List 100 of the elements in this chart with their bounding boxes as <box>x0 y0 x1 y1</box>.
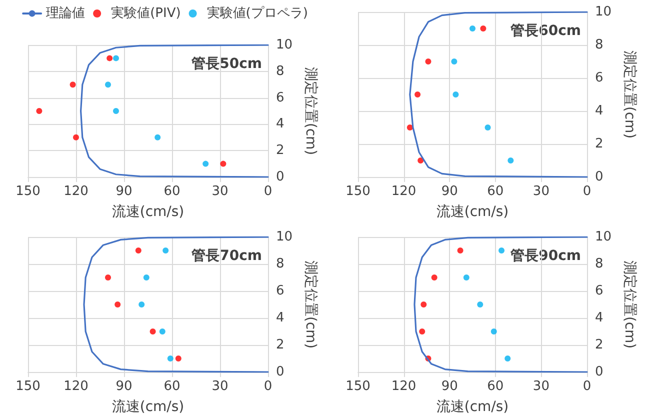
y-tick-label: 0 <box>276 170 284 184</box>
y-axis-title: 測定位置(cm) <box>621 260 638 349</box>
point <box>418 158 424 164</box>
y-tick-label: 8 <box>276 64 284 79</box>
x-tick-label: 150 <box>346 184 370 199</box>
y-axis-title: 測定位置(cm) <box>302 66 318 156</box>
y-tick-label: 4 <box>595 310 604 326</box>
y-axis-title: 測定位置(cm) <box>621 50 638 139</box>
y-tick-label: 6 <box>276 284 284 298</box>
point <box>484 124 491 130</box>
x-tick-label: 120 <box>64 184 88 199</box>
y-tick-label: 0 <box>595 364 604 380</box>
x-tick-label: 150 <box>346 379 370 394</box>
point <box>490 328 497 334</box>
y-tick-label: 4 <box>276 310 284 326</box>
x-tick-label: 0 <box>582 184 592 199</box>
y-tick-label: 6 <box>276 90 284 106</box>
y-tick-label: 8 <box>595 38 604 52</box>
annotation: 管長90cm <box>510 248 582 264</box>
annotation: 管長70cm <box>190 248 262 264</box>
point <box>135 248 142 254</box>
point <box>175 356 182 362</box>
y-tick-label: 2 <box>276 143 284 158</box>
x-tick-label: 60 <box>487 184 504 199</box>
annotation: 管長50cm <box>190 56 262 72</box>
y-tick-label: 6 <box>595 284 604 298</box>
legend-label: 実験値(PIV) <box>111 5 181 21</box>
point <box>143 274 150 280</box>
point <box>420 302 427 308</box>
point <box>138 302 145 308</box>
y-tick-label: 6 <box>595 70 604 86</box>
point <box>36 108 42 114</box>
x-tick-label: 90 <box>116 184 132 199</box>
point <box>406 124 413 130</box>
point <box>477 302 484 308</box>
x-tick-label: 0 <box>264 379 272 394</box>
point <box>504 356 511 362</box>
x-tick-label: 150 <box>16 379 40 394</box>
y-tick-label: 8 <box>595 256 604 272</box>
x-tick-label: 90 <box>116 379 132 394</box>
y-tick-label: 4 <box>595 104 604 118</box>
x-tick-label: 0 <box>264 184 272 199</box>
point <box>114 302 121 308</box>
point <box>480 26 486 32</box>
point <box>202 160 209 167</box>
y-tick-label: 4 <box>276 116 284 132</box>
point <box>106 55 113 62</box>
x-tick-label: 30 <box>532 379 550 394</box>
y-tick-label: 10 <box>595 4 612 20</box>
legend-label: 実験値(プロペラ) <box>206 5 308 21</box>
point <box>167 356 174 362</box>
legend-label: 理論値 <box>46 6 86 21</box>
y-tick-label: 10 <box>276 38 293 52</box>
x-tick-label: 120 <box>64 379 88 394</box>
point <box>154 134 161 140</box>
point <box>162 248 169 254</box>
x-tick-label: 30 <box>212 184 228 199</box>
y-tick-label: 0 <box>595 170 604 184</box>
x-axis-title: 流速(cm/s) <box>436 204 509 220</box>
x-axis-title: 流速(cm/s) <box>112 204 184 220</box>
point <box>159 328 166 334</box>
point <box>452 92 459 98</box>
x-tick-label: 30 <box>212 379 228 394</box>
point <box>419 328 426 334</box>
y-tick-label: 2 <box>595 338 604 352</box>
x-axis-title: 流速(cm/s) <box>112 399 184 415</box>
y-tick-label: 8 <box>276 256 284 272</box>
point <box>463 274 470 280</box>
x-tick-label: 90 <box>441 379 458 394</box>
y-tick-label: 2 <box>595 136 604 152</box>
y-tick-label: 10 <box>595 230 612 244</box>
point <box>113 55 119 62</box>
point <box>105 82 111 88</box>
point <box>451 58 458 64</box>
point <box>105 274 111 280</box>
x-axis-title: 流速(cm/s) <box>436 399 509 415</box>
annotation: 管長60cm <box>510 23 582 39</box>
point <box>73 134 79 140</box>
y-tick-label: 0 <box>276 364 284 380</box>
point <box>498 248 505 254</box>
point <box>457 248 464 254</box>
x-tick-label: 60 <box>164 379 180 394</box>
point <box>113 108 119 114</box>
x-tick-label: 60 <box>487 379 504 394</box>
point <box>431 274 438 280</box>
x-tick-label: 120 <box>391 184 416 199</box>
x-tick-label: 90 <box>441 184 458 199</box>
y-tick-label: 10 <box>276 230 293 244</box>
point <box>508 158 514 164</box>
x-tick-label: 120 <box>391 379 416 394</box>
x-tick-label: 60 <box>164 184 180 199</box>
point <box>70 82 76 88</box>
point <box>425 58 432 64</box>
point <box>470 26 476 32</box>
x-tick-label: 150 <box>16 184 40 199</box>
y-tick-label: 2 <box>276 338 284 352</box>
x-tick-label: 30 <box>532 184 550 199</box>
x-tick-label: 0 <box>582 379 592 394</box>
y-axis-title: 測定位置(cm) <box>302 260 318 349</box>
point <box>150 328 156 334</box>
